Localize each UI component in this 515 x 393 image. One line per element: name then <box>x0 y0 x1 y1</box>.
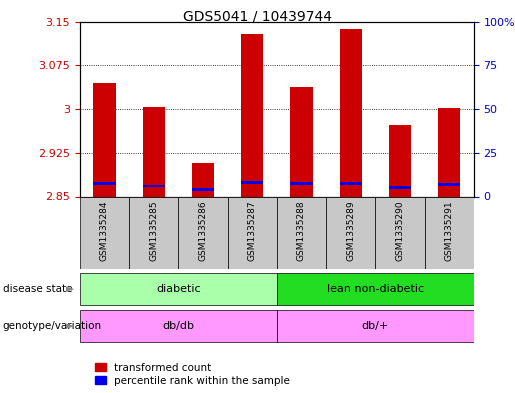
Bar <box>143 107 165 196</box>
Text: GSM1335285: GSM1335285 <box>149 200 158 261</box>
Bar <box>290 87 313 196</box>
Text: lean non-diabetic: lean non-diabetic <box>327 284 424 294</box>
Text: db/+: db/+ <box>362 321 389 331</box>
Bar <box>192 188 214 191</box>
Bar <box>93 182 115 185</box>
Bar <box>438 184 460 186</box>
Text: GSM1335284: GSM1335284 <box>100 200 109 261</box>
Legend: transformed count, percentile rank within the sample: transformed count, percentile rank withi… <box>95 363 290 386</box>
Bar <box>241 35 263 197</box>
Text: ►: ► <box>66 284 75 294</box>
Bar <box>277 310 474 342</box>
Bar <box>80 196 129 269</box>
Bar <box>277 196 326 269</box>
Bar <box>339 182 362 185</box>
Text: genotype/variation: genotype/variation <box>3 321 101 331</box>
Bar <box>80 273 277 305</box>
Bar <box>424 196 474 269</box>
Bar <box>80 310 277 342</box>
Text: diabetic: diabetic <box>156 284 201 294</box>
Bar <box>228 196 277 269</box>
Bar <box>290 182 313 185</box>
Bar <box>389 186 411 189</box>
Bar <box>339 29 362 196</box>
Bar <box>129 196 178 269</box>
Bar <box>178 196 228 269</box>
Bar <box>143 185 165 187</box>
Bar <box>375 196 424 269</box>
Bar <box>192 163 214 196</box>
Bar <box>389 125 411 196</box>
Text: GDS5041 / 10439744: GDS5041 / 10439744 <box>183 10 332 24</box>
Bar <box>93 83 115 196</box>
Text: ►: ► <box>66 321 75 331</box>
Text: GSM1335286: GSM1335286 <box>198 200 208 261</box>
Text: GSM1335289: GSM1335289 <box>346 200 355 261</box>
Text: GSM1335291: GSM1335291 <box>444 200 454 261</box>
Text: GSM1335287: GSM1335287 <box>248 200 256 261</box>
Bar <box>326 196 375 269</box>
Bar <box>277 273 474 305</box>
Bar <box>438 108 460 196</box>
Bar <box>241 181 263 184</box>
Text: GSM1335290: GSM1335290 <box>396 200 404 261</box>
Text: db/db: db/db <box>162 321 194 331</box>
Text: disease state: disease state <box>3 284 72 294</box>
Text: GSM1335288: GSM1335288 <box>297 200 306 261</box>
